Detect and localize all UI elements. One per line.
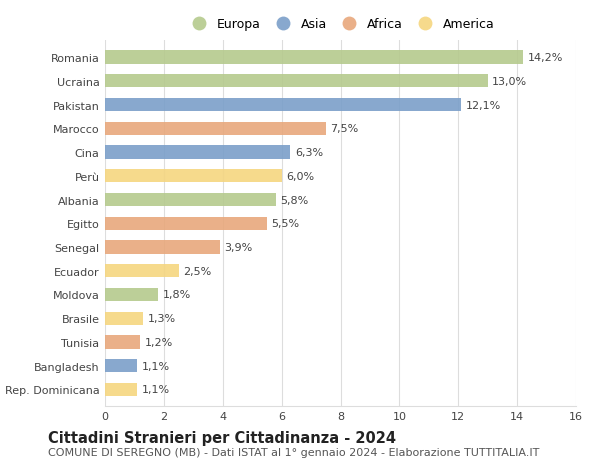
Text: 3,9%: 3,9% bbox=[224, 242, 253, 252]
Bar bbox=[105, 383, 137, 396]
Text: Cittadini Stranieri per Cittadinanza - 2024: Cittadini Stranieri per Cittadinanza - 2… bbox=[48, 431, 396, 446]
Text: 14,2%: 14,2% bbox=[527, 53, 563, 63]
Bar bbox=[105, 194, 276, 207]
Bar bbox=[105, 241, 220, 254]
Text: COMUNE DI SEREGNO (MB) - Dati ISTAT al 1° gennaio 2024 - Elaborazione TUTTITALIA: COMUNE DI SEREGNO (MB) - Dati ISTAT al 1… bbox=[48, 448, 539, 458]
Text: 5,8%: 5,8% bbox=[280, 195, 308, 205]
Text: 1,2%: 1,2% bbox=[145, 337, 173, 347]
Bar bbox=[105, 288, 158, 302]
Bar bbox=[105, 312, 143, 325]
Bar bbox=[105, 51, 523, 64]
Bar bbox=[105, 265, 179, 278]
Text: 12,1%: 12,1% bbox=[466, 101, 501, 110]
Text: 7,5%: 7,5% bbox=[330, 124, 358, 134]
Bar bbox=[105, 217, 267, 230]
Text: 2,5%: 2,5% bbox=[183, 266, 211, 276]
Bar bbox=[105, 99, 461, 112]
Text: 5,5%: 5,5% bbox=[271, 219, 299, 229]
Text: 6,0%: 6,0% bbox=[286, 171, 314, 181]
Text: 13,0%: 13,0% bbox=[492, 77, 527, 87]
Text: 1,8%: 1,8% bbox=[163, 290, 191, 300]
Bar bbox=[105, 146, 290, 159]
Text: 6,3%: 6,3% bbox=[295, 148, 323, 157]
Text: 1,1%: 1,1% bbox=[142, 361, 170, 371]
Bar bbox=[105, 359, 137, 372]
Text: 1,3%: 1,3% bbox=[148, 313, 176, 324]
Text: 1,1%: 1,1% bbox=[142, 385, 170, 395]
Bar bbox=[105, 336, 140, 349]
Legend: Europa, Asia, Africa, America: Europa, Asia, Africa, America bbox=[183, 15, 498, 35]
Bar bbox=[105, 123, 326, 135]
Bar bbox=[105, 75, 488, 88]
Bar bbox=[105, 170, 281, 183]
